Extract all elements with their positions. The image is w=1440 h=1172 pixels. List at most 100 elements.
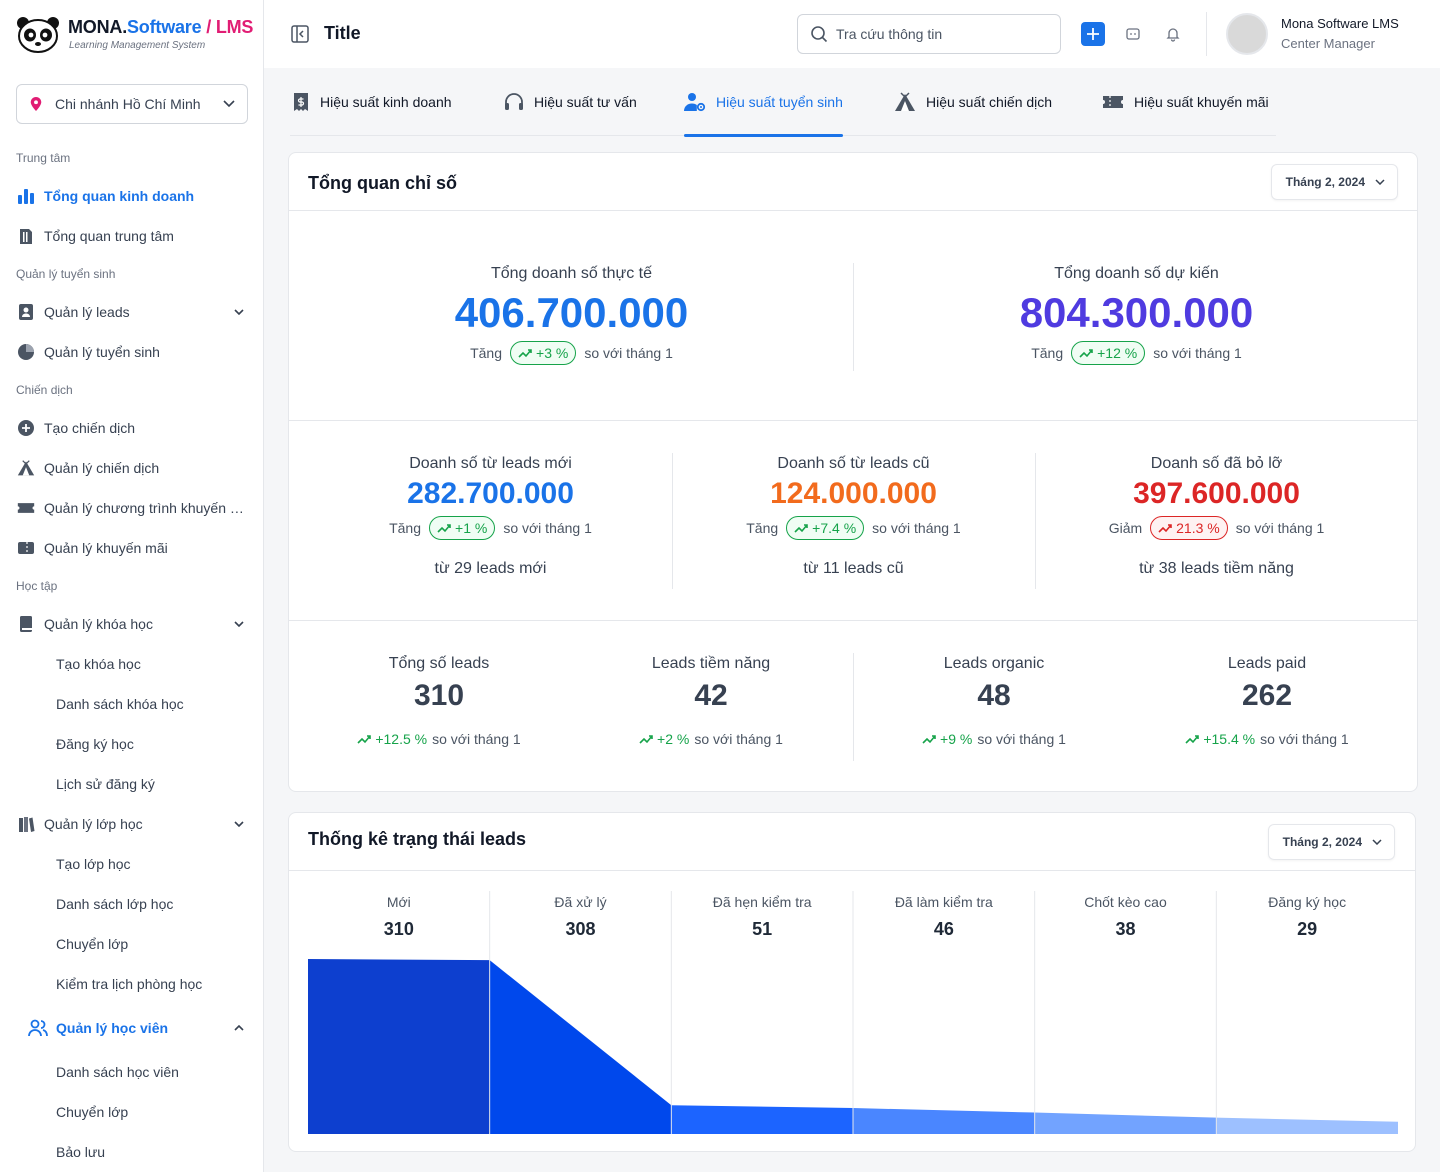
- sidebar-item-kiem-tra-lich-phong-hoc[interactable]: Kiểm tra lịch phòng học: [0, 964, 263, 1004]
- sidebar-item-quan-ly-leads[interactable]: Quản lý leads: [0, 292, 263, 332]
- tab-consulting[interactable]: Hiệu suất tư vấn: [504, 68, 637, 136]
- sidebar-item-label: Chuyển lớp: [56, 936, 129, 952]
- divider: [853, 263, 854, 371]
- receipt-icon: [294, 93, 308, 111]
- divider: [853, 653, 854, 761]
- sidebar-item-quan-ly-chuong-trinh-khuyen-mai[interactable]: Quản lý chương trình khuyến mãi: [0, 488, 263, 528]
- user-name: Mona Software LMS: [1281, 16, 1399, 31]
- panda-logo-icon: [16, 14, 60, 54]
- branch-select[interactable]: Chi nhánh Hồ Chí Minh: [16, 84, 248, 124]
- add-button[interactable]: [1081, 22, 1105, 46]
- stat-label: Doanh số đã bỏ lỡ: [1150, 455, 1283, 472]
- stage-label: Đã làm kiểm tra: [895, 894, 993, 910]
- compare-direction: Tăng: [389, 520, 422, 536]
- change-value: +7.4 %: [812, 520, 857, 536]
- sidebar-item-tong-quan-trung-tam[interactable]: Tổng quan trung tâm: [0, 216, 263, 256]
- stage-label: Chốt kèo cao: [1084, 894, 1167, 910]
- chevron-down-icon: [1375, 179, 1385, 185]
- stat-value: 282.700.000: [407, 477, 574, 510]
- funnel-segment: [1216, 1117, 1398, 1134]
- search-icon: [811, 26, 828, 43]
- stat-compare: Tăng +1 % so với tháng 1: [309, 516, 672, 540]
- sidebar: MONA.Software / LMS Learning Management …: [0, 0, 264, 1172]
- overview-card: Tổng quan chỉ số Tháng 2, 2024 Tổng doan…: [288, 152, 1418, 792]
- tab-campaign-label: Hiệu suất chiến dịch: [926, 94, 1053, 110]
- sidebar-item-label: Tạo chiến dịch: [44, 420, 136, 436]
- overview-card-header: Tổng quan chỉ số Tháng 2, 2024: [289, 153, 1417, 211]
- tab-promotion[interactable]: Hiệu suất khuyến mãi: [1102, 68, 1269, 136]
- stat-potential-leads: Leads tiềm năng 42 +2 % so với tháng 1: [581, 655, 841, 747]
- sidebar-item-quan-ly-khuyen-mai[interactable]: Quản lý khuyến mãi: [0, 528, 263, 568]
- stat-value: 804.300.000: [1019, 289, 1254, 336]
- stat-label: Doanh số từ leads cũ: [777, 455, 930, 472]
- stat-note: từ 11 leads cũ: [803, 560, 904, 577]
- compare-suffix: so với tháng 1: [1153, 345, 1242, 361]
- funnel-segment: [308, 959, 490, 1134]
- tab-enrollment-label: Hiệu suất tuyển sinh: [716, 94, 843, 110]
- chevron-down-icon: [1372, 839, 1382, 845]
- sidebar-item-quan-ly-khoa-hoc[interactable]: Quản lý khóa học: [0, 604, 263, 644]
- sidebar-item-label: Chuyển lớp: [56, 1104, 129, 1120]
- stat-compare: Tăng +12 % so với tháng 1: [854, 341, 1419, 365]
- sidebar-item-dang-ky-hoc[interactable]: Đăng ký học: [0, 724, 263, 764]
- stat-note: từ 29 leads mới: [434, 560, 547, 577]
- tab-consulting-label: Hiệu suất tư vấn: [534, 94, 637, 110]
- sidebar-item-tong-quan-kinh-doanh[interactable]: Tổng quan kinh doanh: [0, 176, 263, 216]
- trend-up-icon: [794, 524, 808, 533]
- user-gear-icon: [684, 93, 706, 112]
- stat-trend: +9 % so với tháng 1: [864, 731, 1124, 747]
- stat-value: 406.700.000: [454, 289, 689, 336]
- sidebar-item-lich-su-dang-ky[interactable]: Lịch sử đăng ký: [0, 764, 263, 804]
- stat-trend: +12.5 % so với tháng 1: [309, 731, 569, 747]
- tab-campaign[interactable]: Hiệu suất chiến dịch: [894, 68, 1052, 136]
- sidebar-item-quan-ly-chien-dich[interactable]: Quản lý chiến dịch: [0, 448, 263, 488]
- chat-button[interactable]: [1123, 24, 1143, 44]
- tab-enrollment[interactable]: Hiệu suất tuyển sinh: [684, 68, 843, 137]
- trend-up-icon: [1158, 524, 1172, 533]
- stage-value: 308: [565, 919, 595, 939]
- search-input[interactable]: [836, 26, 1036, 42]
- sidebar-item-label: Kiểm tra lịch phòng học: [56, 976, 203, 992]
- stat-organic-leads: Leads organic 48 +9 % so với tháng 1: [864, 655, 1124, 747]
- change-value: +1 %: [455, 520, 488, 536]
- lead-status-card: Thống kê trạng thái leads Tháng 2, 2024 …: [288, 812, 1416, 1152]
- chevron-down-icon: [234, 819, 244, 830]
- sidebar-item-danh-sach-khoa-hoc[interactable]: Danh sách khóa học: [0, 684, 263, 724]
- sidebar-item-chuyen-lop[interactable]: Chuyển lớp: [0, 1092, 263, 1132]
- sidebar-item-label: Quản lý học viên: [56, 1020, 169, 1036]
- sidebar-item-tao-lop-hoc[interactable]: Tạo lớp học: [0, 844, 263, 884]
- tab-business[interactable]: Hiệu suất kinh doanh: [292, 68, 452, 136]
- headphones-icon: [505, 93, 523, 110]
- sidebar-item-bao-luu[interactable]: Bảo lưu: [0, 1132, 263, 1172]
- sidebar-item-chuyen-lop[interactable]: Chuyển lớp: [0, 924, 263, 964]
- tent-icon: [895, 92, 915, 111]
- compare-suffix: so với tháng 1: [694, 731, 783, 747]
- sidebar-item-tao-chien-dich[interactable]: Tạo chiến dịch: [0, 408, 263, 448]
- trend-up-icon: [922, 735, 936, 744]
- sidebar-toggle-icon[interactable]: [290, 24, 310, 44]
- sidebar-item-danh-sach-lop-hoc[interactable]: Danh sách lớp học: [0, 884, 263, 924]
- search-box[interactable]: [797, 14, 1061, 54]
- sidebar-item-quan-ly-lop-hoc[interactable]: Quản lý lớp học: [0, 804, 263, 844]
- building-icon: [16, 226, 36, 246]
- lead-status-card-header: Thống kê trạng thái leads Tháng 2, 2024: [289, 813, 1415, 871]
- bell-icon: [1166, 28, 1180, 42]
- avatar[interactable]: [1226, 13, 1268, 55]
- brand-subtitle: Learning Management System: [69, 40, 206, 51]
- sidebar-item-quan-ly-hoc-vien[interactable]: Quản lý học viên: [0, 1004, 263, 1052]
- stat-note: từ 38 leads tiềm năng: [1139, 560, 1294, 577]
- change-value: +15.4 %: [1203, 731, 1256, 747]
- logo[interactable]: MONA.Software / LMS Learning Management …: [16, 14, 253, 54]
- lead-status-month-select[interactable]: Tháng 2, 2024: [1267, 824, 1395, 860]
- sidebar-item-danh-sach-hoc-vien[interactable]: Danh sách học viên: [0, 1052, 263, 1092]
- sidebar-item-tao-khoa-hoc[interactable]: Tạo khóa học: [0, 644, 263, 684]
- stat-label: Leads paid: [1227, 655, 1307, 672]
- notification-button[interactable]: [1163, 24, 1183, 44]
- sidebar-section-title: Quản lý tuyển sinh: [16, 267, 116, 281]
- plus-icon: [1087, 28, 1099, 40]
- overview-month-select[interactable]: Tháng 2, 2024: [1270, 164, 1398, 200]
- sidebar-item-quan-ly-tuyen-sinh[interactable]: Quản lý tuyển sinh: [0, 332, 263, 372]
- trend-up-icon: [1079, 349, 1093, 358]
- coupon-icon: [16, 538, 36, 558]
- ticket-icon: [16, 498, 36, 518]
